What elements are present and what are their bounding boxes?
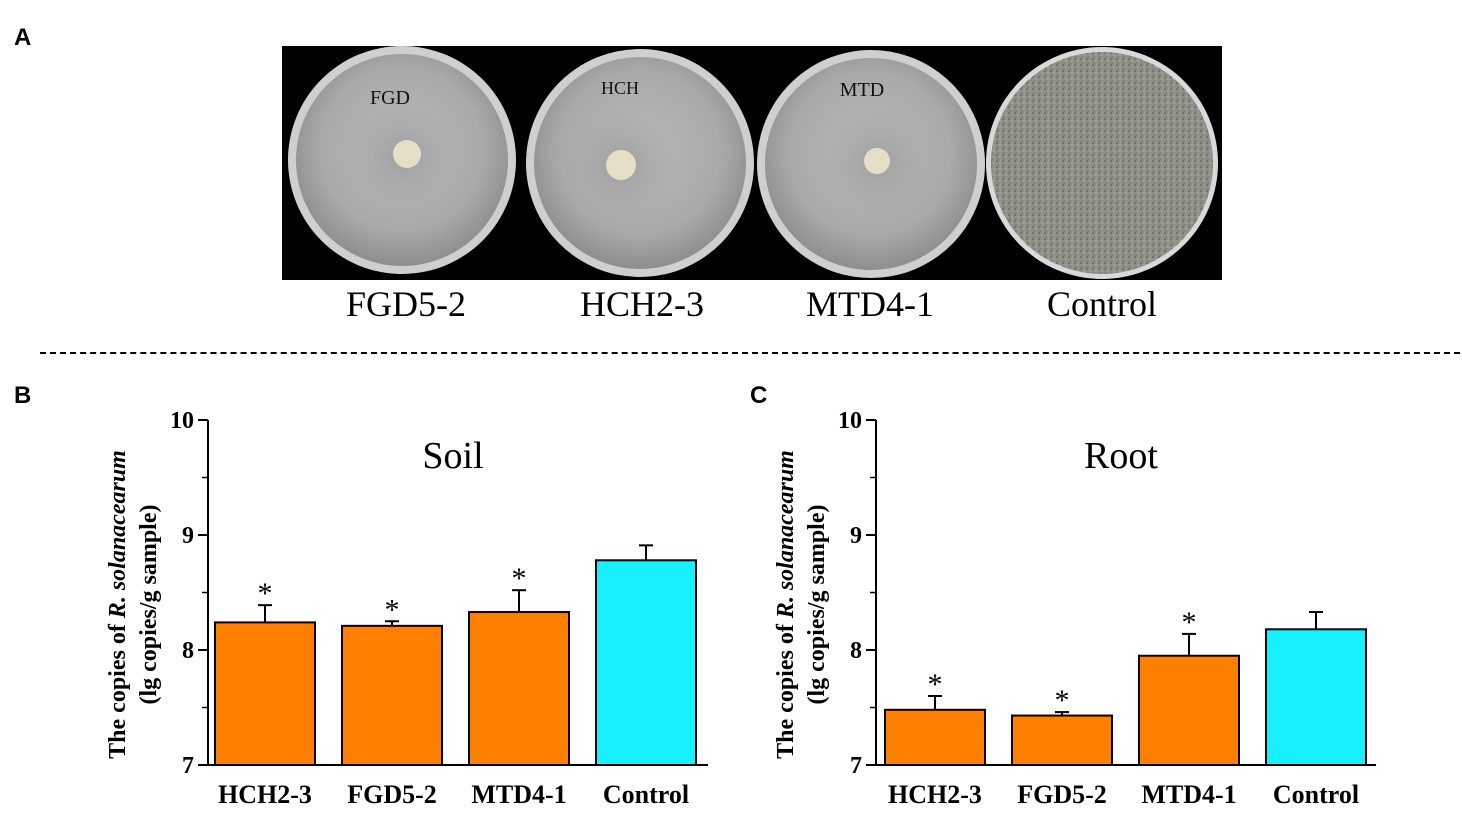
panel-letter-c: C — [750, 382, 768, 409]
y-axis-label-line2: (lg copies/g sample) — [804, 505, 830, 705]
chart-title: Root — [1084, 435, 1158, 477]
y-tick-label: 9 — [850, 523, 862, 549]
plate-label-control: Control — [1046, 284, 1157, 324]
y-tick-label: 9 — [182, 523, 194, 549]
bar-mtd4-1 — [468, 611, 570, 766]
bar-fgd5-2 — [1011, 714, 1113, 766]
x-tick-label: MTD4-1 — [471, 780, 566, 809]
soil-bar-chart: * HCH2-3 * FGD5-2 * MTD4-1 Control 7 8 9 10 Soil The… — [105, 408, 708, 809]
y-tick-label: 7 — [182, 753, 194, 779]
plate-fgd: FGD — [288, 46, 516, 274]
significance-marker: * — [512, 562, 527, 595]
x-tick-label: MTD4-1 — [1141, 780, 1236, 809]
bar-control — [1265, 628, 1367, 766]
y-tick-label: 8 — [182, 638, 194, 664]
chart-title: Soil — [422, 435, 483, 477]
plate-mark-fgd: FGD — [370, 87, 410, 109]
x-tick-label: HCH2-3 — [888, 780, 982, 809]
y-tick-label: 7 — [850, 753, 862, 779]
plate-mark-hch: HCH — [601, 78, 639, 98]
bar-hch2-3 — [884, 708, 986, 766]
y-axis-label-prefix: The copies of — [105, 618, 131, 759]
plate-label-hch2-3: HCH2-3 — [580, 284, 704, 324]
petri-dish-photos: FGD HCH MTD — [288, 46, 1218, 279]
x-tick-label: Control — [603, 780, 689, 809]
bar-control — [595, 559, 697, 766]
root-bar-chart: * HCH2-3 * FGD5-2 * MTD4-1 Control 7 8 9 10 Root The… — [773, 408, 1376, 809]
significance-marker: * — [1182, 606, 1197, 639]
x-tick-label: HCH2-3 — [218, 780, 312, 809]
y-axis-label-line1: The copies of R. solanacearum — [773, 450, 799, 759]
plate-mark-mtd: MTD — [840, 79, 884, 101]
significance-marker: * — [385, 593, 400, 626]
y-axis-label-species: R. solanacearum — [105, 450, 131, 619]
plate-mtd: MTD — [757, 50, 985, 278]
plate-hch: HCH — [526, 49, 754, 277]
significance-marker: * — [928, 668, 943, 701]
bar-fgd5-2 — [341, 624, 443, 766]
significance-marker: * — [258, 577, 273, 610]
petri-dish-photo-strip: FGD HCH MTD — [282, 46, 1222, 280]
panel-letter-a: A — [14, 24, 32, 51]
y-axis-label-species: R. solanacearum — [773, 450, 799, 619]
y-axis-label-prefix: The copies of — [773, 618, 799, 759]
y-tick-label: 10 — [170, 408, 194, 434]
y-tick-label: 8 — [850, 638, 862, 664]
y-axis-label-line1: The copies of R. solanacearum — [105, 450, 131, 759]
x-tick-label: FGD5-2 — [347, 780, 437, 809]
x-tick-label: FGD5-2 — [1017, 780, 1107, 809]
plate-label-mtd4-1: MTD4-1 — [806, 284, 934, 324]
bar-mtd4-1 — [1138, 654, 1240, 766]
bar-hch2-3 — [214, 621, 316, 766]
plate-control — [986, 47, 1218, 279]
significance-marker: * — [1055, 684, 1070, 717]
x-tick-label: Control — [1273, 780, 1359, 809]
y-axis-label-line2: (lg copies/g sample) — [136, 505, 162, 705]
panel-divider — [40, 352, 1460, 354]
panel-letter-b: B — [14, 382, 32, 409]
plate-label-fgd5-2: FGD5-2 — [345, 284, 466, 324]
y-tick-label: 10 — [838, 408, 862, 434]
